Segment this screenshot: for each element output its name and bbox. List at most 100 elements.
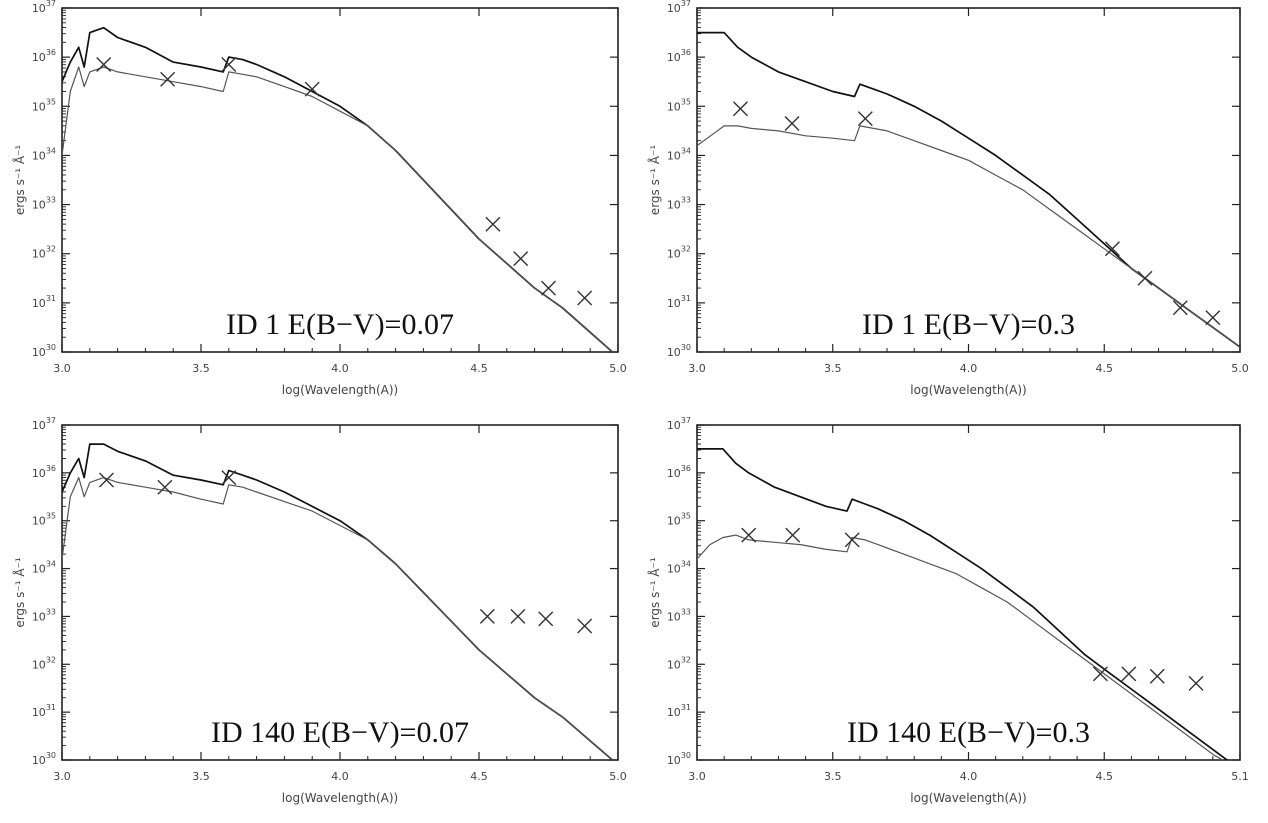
panel-title: ID 140 E(B−V)=0.07	[211, 716, 469, 749]
data-point-marker	[221, 57, 237, 73]
x-tick-label: 4.5	[1096, 362, 1114, 375]
data-point-marker	[538, 611, 554, 627]
plot-frame	[696, 7, 1241, 353]
y-tick-label: 1036	[667, 48, 691, 64]
panel-title: ID 140 E(B−V)=0.3	[847, 716, 1090, 749]
y-tick-label: 1031	[32, 294, 56, 310]
y-axis-label: ergs s⁻¹ Å⁻¹	[647, 557, 662, 628]
data-point-marker	[1121, 666, 1137, 682]
data-point-marker	[513, 251, 529, 267]
y-tick-label: 1031	[667, 294, 691, 310]
y-tick-label: 1035	[32, 512, 56, 528]
data-point-marker	[96, 57, 112, 73]
y-tick-label: 1035	[667, 512, 691, 528]
data-point-marker	[844, 532, 860, 548]
y-tick-label: 1034	[32, 146, 56, 162]
data-point-marker	[98, 472, 114, 488]
y-tick-label: 1031	[32, 703, 56, 719]
x-tick-label: 3.5	[824, 362, 842, 375]
y-tick-label: 1033	[32, 196, 56, 212]
x-tick-label: 3.0	[53, 770, 71, 783]
series-line-2	[62, 66, 614, 352]
x-axis-label: log(Wavelength(A))	[282, 791, 398, 805]
y-axis-label: ergs s⁻¹ Å⁻¹	[12, 145, 27, 216]
y-tick-label: 1030	[32, 751, 56, 767]
y-tick-label: 1035	[667, 97, 691, 113]
x-tick-label: 5.0	[609, 362, 627, 375]
panel-p1: 3.0 3.5 4.0 4.5 5.0 1030 1031 1032 1033 1034 1035 1…	[12, 0, 627, 397]
data-point-marker	[741, 527, 757, 543]
y-tick-label: 1033	[667, 607, 691, 623]
y-tick-label: 1034	[32, 560, 56, 576]
data-point-marker	[1104, 241, 1120, 257]
panel-p2: 3.0 3.5 4.0 4.5 5.0 1030 1031 1032 1033 1034 1035 1…	[647, 0, 1249, 397]
series-line-2	[62, 477, 614, 760]
data-point-marker	[221, 470, 237, 486]
x-tick-label: 3.0	[53, 362, 71, 375]
data-point-marker	[485, 216, 501, 232]
y-tick-label: 1031	[667, 703, 691, 719]
x-tick-label: 4.0	[960, 362, 978, 375]
data-point-marker	[1205, 310, 1221, 326]
y-tick-label: 1030	[32, 343, 56, 359]
x-tick-label: 3.0	[688, 362, 706, 375]
panel-title: ID 1 E(B−V)=0.07	[226, 308, 454, 341]
x-axis-label: log(Wavelength(A))	[910, 791, 1026, 805]
data-point-marker	[785, 527, 801, 543]
series-line-1	[697, 31, 1240, 348]
y-tick-label: 1032	[667, 245, 691, 261]
data-point-marker	[1092, 666, 1108, 682]
x-tick-label: 4.0	[331, 362, 349, 375]
data-point-marker	[157, 479, 173, 495]
y-tick-label: 1036	[667, 464, 691, 480]
x-tick-label: 4.5	[1096, 770, 1114, 783]
y-tick-label: 1037	[667, 0, 691, 15]
panel-title: ID 1 E(B−V)=0.3	[862, 308, 1075, 341]
y-tick-label: 1032	[32, 655, 56, 671]
y-tick-label: 1034	[667, 560, 691, 576]
x-tick-label: 3.5	[192, 362, 210, 375]
y-axis-label: ergs s⁻¹ Å⁻¹	[12, 557, 27, 628]
data-point-marker	[857, 111, 873, 127]
x-tick-label: 4.0	[960, 770, 978, 783]
x-tick-label: 5.0	[1231, 362, 1249, 375]
data-point-marker	[510, 608, 526, 624]
data-point-marker	[1149, 668, 1165, 684]
data-point-marker	[1172, 300, 1188, 316]
y-axis-label: ergs s⁻¹ Å⁻¹	[647, 145, 662, 216]
y-tick-label: 1037	[32, 416, 56, 432]
data-point-marker	[541, 280, 556, 296]
x-tick-label: 3.0	[688, 770, 706, 783]
x-axis-label: log(Wavelength(A))	[282, 383, 398, 397]
data-point-marker	[784, 115, 800, 131]
plot-frame	[61, 7, 619, 353]
x-tick-label: 4.5	[470, 770, 488, 783]
data-point-marker	[1137, 270, 1153, 286]
x-tick-label: 5.1	[1231, 770, 1249, 783]
panel-p3: 3.0 3.5 4.0 4.5 5.0 1030 1031 1032 1033 1034 1035 1…	[12, 416, 627, 805]
x-tick-label: 5.0	[609, 770, 627, 783]
data-point-marker	[1188, 675, 1204, 691]
y-tick-label: 1037	[32, 0, 56, 15]
y-tick-label: 1030	[667, 751, 691, 767]
y-tick-label: 1036	[32, 464, 56, 480]
y-tick-label: 1032	[667, 655, 691, 671]
series-line-2	[697, 125, 1240, 348]
data-point-marker	[577, 618, 593, 634]
y-tick-label: 1032	[32, 245, 56, 261]
plot-frame	[61, 424, 619, 761]
data-point-marker	[304, 81, 320, 97]
x-axis-label: log(Wavelength(A))	[910, 383, 1026, 397]
y-tick-label: 1037	[667, 416, 691, 432]
data-point-marker	[577, 290, 593, 306]
x-tick-label: 3.5	[192, 770, 210, 783]
x-tick-label: 4.5	[470, 362, 488, 375]
x-tick-label: 3.5	[824, 770, 842, 783]
x-tick-label: 4.0	[331, 770, 349, 783]
y-tick-label: 1036	[32, 48, 56, 64]
data-point-marker	[160, 71, 176, 87]
y-tick-label: 1033	[32, 607, 56, 623]
y-tick-label: 1034	[667, 146, 691, 162]
y-tick-label: 1035	[32, 97, 56, 113]
